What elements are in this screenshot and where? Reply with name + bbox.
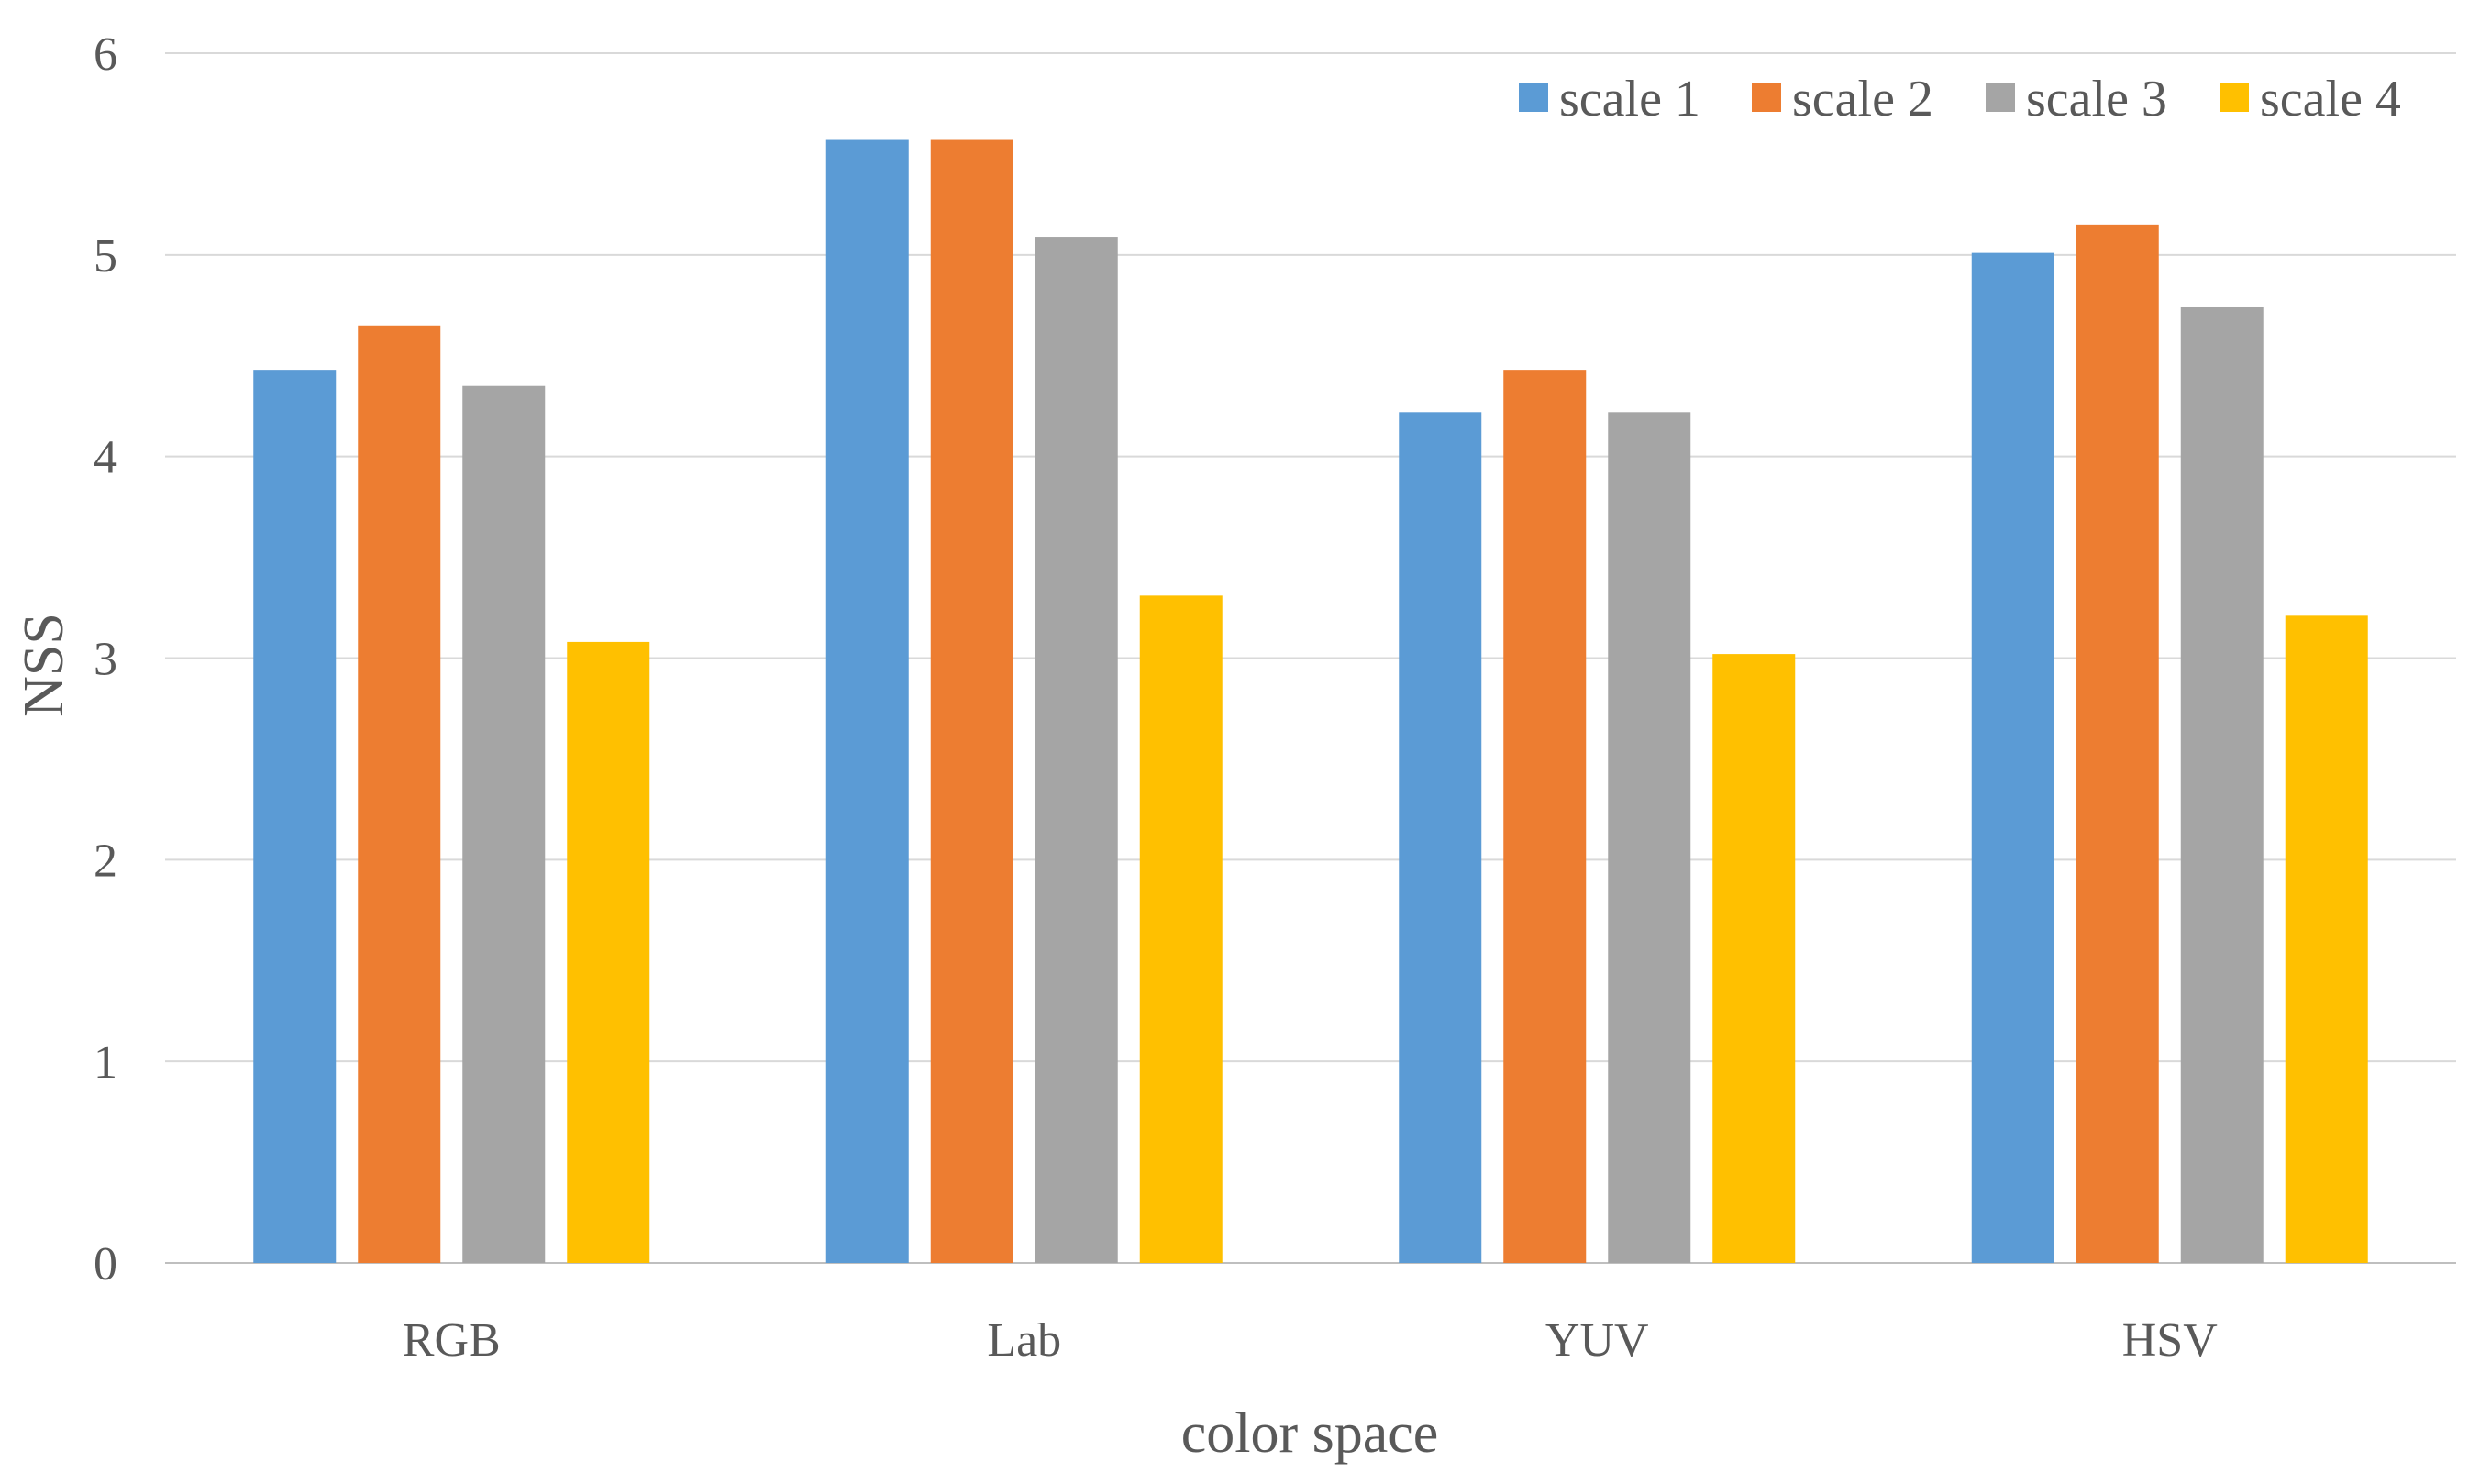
bar-scale-4-YUV [1712,654,1796,1263]
y-tick-label: 2 [94,835,117,887]
legend-swatch [1986,83,2015,112]
bar-scale-4-RGB [567,641,650,1263]
x-axis-ticks: RGB Lab YUV HSV [403,1314,2218,1367]
bar-scale-3-HSV [2180,306,2264,1263]
bar-scale-2-HSV [2076,224,2159,1263]
y-tick-label: 0 [94,1238,117,1290]
bar-scale-1-HSV [1971,252,2054,1263]
gridlines [165,52,2456,1264]
bar-scale-4-HSV [2285,615,2368,1263]
x-tick-label: HSV [2122,1314,2218,1367]
bar-scale-3-Lab [1035,237,1118,1263]
bar-scale-1-RGB [253,370,337,1264]
y-axis-title: NSS [13,613,75,717]
y-tick-label: 4 [94,432,117,484]
legend-swatch [2220,83,2249,112]
bar-scale-3-RGB [462,385,546,1264]
x-tick-label: RGB [403,1314,501,1367]
x-axis-title: color space [1181,1402,1439,1465]
legend-label: scale 4 [2260,71,2401,127]
legend-swatch [1752,83,1781,112]
bar-scale-2-YUV [1503,370,1587,1264]
bar-scale-3-YUV [1608,412,1691,1263]
x-tick-label: Lab [987,1314,1061,1367]
legend-label: scale 2 [1792,71,1933,127]
legend-label: scale 1 [1559,71,1700,127]
bar-scale-4-Lab [1139,595,1223,1263]
bar-scale-1-YUV [1399,412,1482,1263]
legend: scale 1 scale 2 scale 3 scale 4 [1519,71,2401,127]
bars [253,139,2368,1264]
bar-scale-1-Lab [825,139,909,1264]
y-tick-label: 6 [94,28,117,81]
bar-scale-2-RGB [358,325,441,1263]
y-tick-label: 3 [94,634,117,686]
legend-swatch [1519,83,1548,112]
y-tick-label: 1 [94,1036,117,1089]
bar-scale-2-Lab [930,139,1013,1264]
y-axis-ticks: 0 1 2 3 4 5 6 [94,28,117,1290]
y-tick-label: 5 [94,230,117,282]
legend-label: scale 3 [2026,71,2167,127]
x-tick-label: YUV [1545,1314,1649,1367]
